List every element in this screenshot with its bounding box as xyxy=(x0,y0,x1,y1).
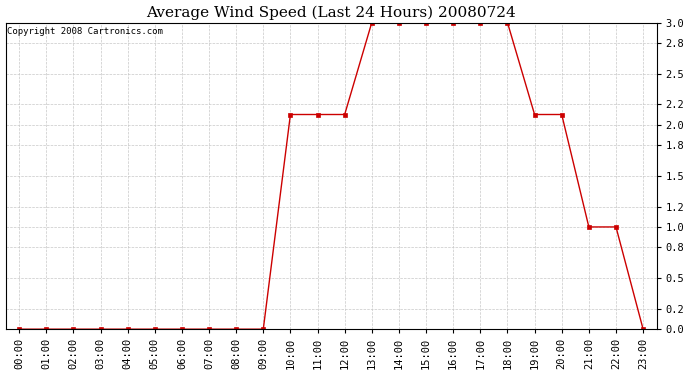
Text: Copyright 2008 Cartronics.com: Copyright 2008 Cartronics.com xyxy=(7,27,163,36)
Title: Average Wind Speed (Last 24 Hours) 20080724: Average Wind Speed (Last 24 Hours) 20080… xyxy=(146,6,516,20)
